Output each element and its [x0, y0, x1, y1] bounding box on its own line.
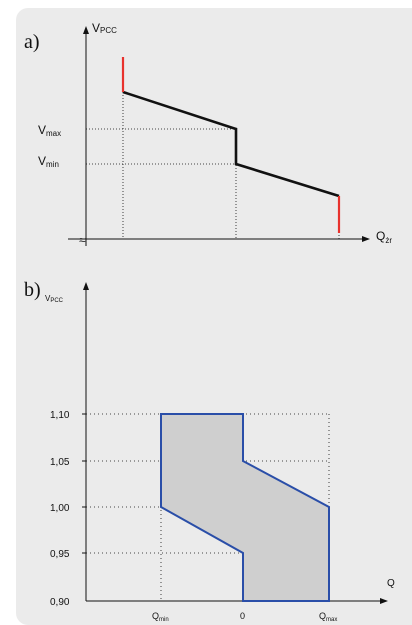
ytick-1-10: 1,10 — [50, 410, 70, 421]
panel-a-label: a) — [24, 31, 40, 53]
voltage-characteristic — [122, 90, 340, 198]
operating-region — [160, 413, 330, 602]
panel-b-label: b) — [24, 279, 41, 301]
xtick-qmax: Qmax — [319, 611, 337, 623]
xtick-zero: 0 — [240, 611, 245, 621]
panel-b-diagram: b) VPCC Q 1,10 1,05 1,00 0,95 0,90 Qmin … — [24, 279, 395, 623]
axis-break-mark: ≈ — [79, 233, 86, 247]
x-axis-label-b: Q — [387, 578, 395, 589]
panel-a — [16, 8, 412, 291]
panel-a-diagram: a) VPCC Qżr ≈ Vmax Vmin Qmin Qz Qgmax — [24, 21, 392, 280]
xtick-qmin: Qmin — [152, 611, 169, 623]
vmax-label: Vmax — [38, 123, 61, 138]
vmin-label: Vmin — [38, 154, 59, 169]
x-axis-label: Qżr — [376, 229, 392, 245]
ytick-1-05: 1,05 — [50, 457, 70, 468]
y-axis-label-b: VPCC — [45, 294, 64, 304]
ytick-1-00: 1,00 — [50, 503, 70, 514]
ytick-0-90: 0,90 — [50, 597, 70, 608]
ytick-0-95: 0,95 — [50, 549, 70, 560]
y-axis-label: VPCC — [92, 21, 117, 35]
